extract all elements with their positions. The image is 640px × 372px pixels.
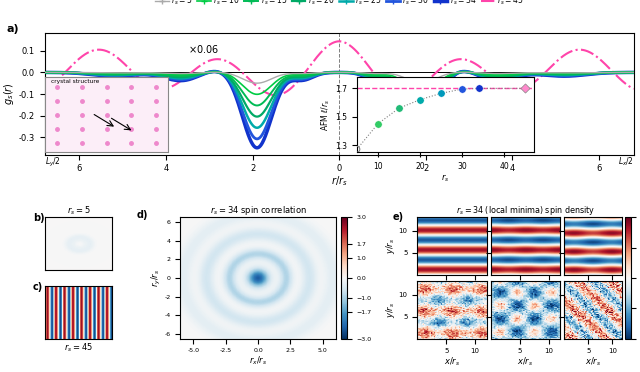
Title: $r_s = 34$ (local minima) spin density: $r_s = 34$ (local minima) spin density	[456, 205, 595, 218]
Legend: $r_s = 5$, $r_s = 10$, $r_s = 15$, $r_s = 20$, $r_s = 25$, $r_s = 30$, $r_s = 34: $r_s = 5$, $r_s = 10$, $r_s = 15$, $r_s …	[152, 0, 527, 10]
Text: $L_x/2$: $L_x/2$	[618, 155, 634, 168]
Y-axis label: $y/r_s$: $y/r_s$	[384, 302, 397, 318]
X-axis label: $r/r_s$: $r/r_s$	[331, 174, 348, 189]
Y-axis label: $r_y/r_s$: $r_y/r_s$	[150, 269, 163, 287]
Text: c): c)	[33, 282, 43, 292]
Y-axis label: $g_s(r)$: $g_s(r)$	[2, 83, 16, 105]
Y-axis label: $y/r_s$: $y/r_s$	[384, 238, 397, 254]
Text: e): e)	[393, 212, 404, 222]
Text: a): a)	[6, 24, 19, 34]
X-axis label: $x/r_s$: $x/r_s$	[585, 356, 601, 368]
X-axis label: $r_x/r_s$: $r_x/r_s$	[249, 355, 268, 367]
Text: $L_y/2$: $L_y/2$	[45, 155, 61, 169]
X-axis label: $x/r_s$: $x/r_s$	[517, 356, 534, 368]
X-axis label: $r_s = 45$: $r_s = 45$	[64, 341, 93, 354]
Text: b): b)	[33, 213, 44, 223]
Text: $\times 0.06$: $\times 0.06$	[188, 43, 219, 55]
Title: $r_s = 34$ spin correlation: $r_s = 34$ spin correlation	[210, 205, 307, 218]
Title: $r_s = 5$: $r_s = 5$	[67, 205, 90, 218]
X-axis label: $x/r_s$: $x/r_s$	[444, 356, 460, 368]
Text: d): d)	[137, 210, 148, 220]
